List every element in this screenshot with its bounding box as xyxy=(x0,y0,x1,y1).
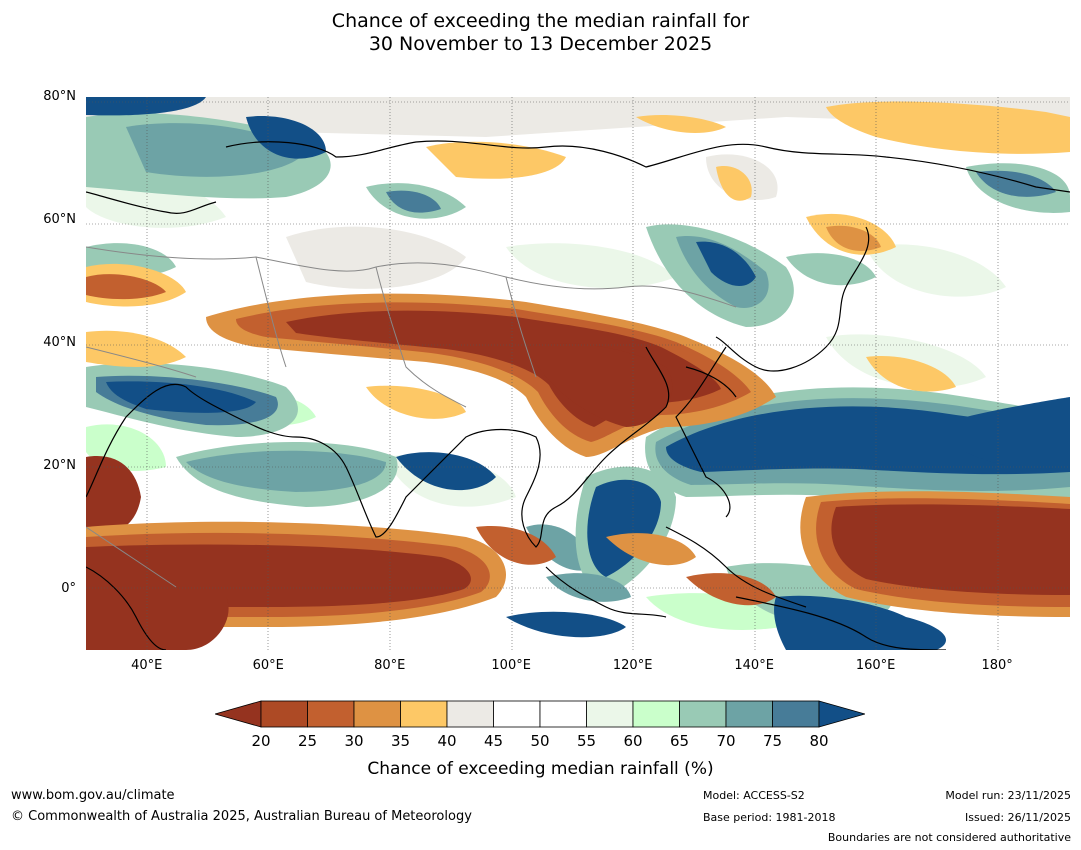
lon-tick-label: 100°E xyxy=(491,658,531,673)
website-link[interactable]: www.bom.gov.au/climate xyxy=(11,788,175,803)
colorbar xyxy=(215,700,865,728)
rainfall-map xyxy=(86,97,1070,650)
base-period: Base period: 1981-2018 xyxy=(703,811,836,824)
colorbar-segment xyxy=(586,700,634,728)
boundaries-disclaimer: Boundaries are not considered authoritat… xyxy=(827,831,1071,844)
model-name: Model: ACCESS-S2 xyxy=(703,789,805,802)
colorbar-tick-label: 45 xyxy=(483,732,504,750)
colorbar-over-arrow xyxy=(818,700,865,728)
colorbar-segment xyxy=(353,700,401,728)
lon-tick-label: 40°E xyxy=(131,658,163,673)
colorbar-segment xyxy=(632,700,680,728)
issued-date: Issued: 26/11/2025 xyxy=(964,811,1071,824)
colorbar-tick-label: 65 xyxy=(669,732,690,750)
colorbar-tick-label: 75 xyxy=(762,732,783,750)
colorbar-segment xyxy=(679,700,727,728)
colorbar-segment xyxy=(400,700,448,728)
colorbar-segment xyxy=(260,700,308,728)
colorbar-tick-label: 50 xyxy=(530,732,550,750)
chart-title-line-2: 30 November to 13 December 2025 xyxy=(368,33,713,55)
dry-areas xyxy=(86,101,1070,650)
coastlines xyxy=(86,140,1070,650)
colorbar-tick-label: 35 xyxy=(390,732,411,750)
lat-tick-label: 80°N xyxy=(43,89,76,104)
lat-tick-label: 0° xyxy=(61,580,76,596)
copyright-notice: © Commonwealth of Australia 2025, Austra… xyxy=(11,809,472,824)
lon-tick-label: 120°E xyxy=(612,658,653,673)
colorbar-segment xyxy=(772,700,820,728)
colorbar-label: Chance of exceeding median rainfall (%) xyxy=(367,759,714,779)
colorbar-segment xyxy=(446,700,494,728)
lat-tick-label: 40°N xyxy=(43,334,76,350)
lon-tick-label: 160°E xyxy=(855,658,896,673)
colorbar-tick-label: 25 xyxy=(297,732,318,750)
colorbar-tick-label: 55 xyxy=(576,732,597,750)
lon-tick-label: 60°E xyxy=(252,658,284,673)
colorbar-segment xyxy=(725,700,773,728)
lon-tick-label: 140°E xyxy=(734,658,774,673)
lat-tick-label: 20°N xyxy=(43,457,76,473)
lon-tick-label: 180° xyxy=(981,658,1013,673)
colorbar-tick-label: 60 xyxy=(623,732,643,750)
colorbar-tick-label: 80 xyxy=(809,732,829,750)
colorbar-segment xyxy=(539,700,587,728)
colorbar-under-arrow xyxy=(215,700,262,728)
country-boundaries xyxy=(86,246,737,588)
lon-tick-label: 80°E xyxy=(374,658,406,673)
colorbar-tick-label: 70 xyxy=(716,732,736,750)
colorbar-tick-label: 40 xyxy=(437,732,457,750)
colorbar-segment xyxy=(493,700,541,728)
colorbar-tick-label: 20 xyxy=(251,732,271,750)
chart-title-line-1: Chance of exceeding the median rainfall … xyxy=(331,10,750,32)
wet-areas xyxy=(86,97,1070,650)
graticule xyxy=(86,97,1070,650)
colorbar-tick-label: 30 xyxy=(344,732,364,750)
lat-tick-label: 60°N xyxy=(43,211,76,227)
colorbar-segment xyxy=(307,700,355,728)
model-run-date: Model run: 23/11/2025 xyxy=(945,789,1071,802)
